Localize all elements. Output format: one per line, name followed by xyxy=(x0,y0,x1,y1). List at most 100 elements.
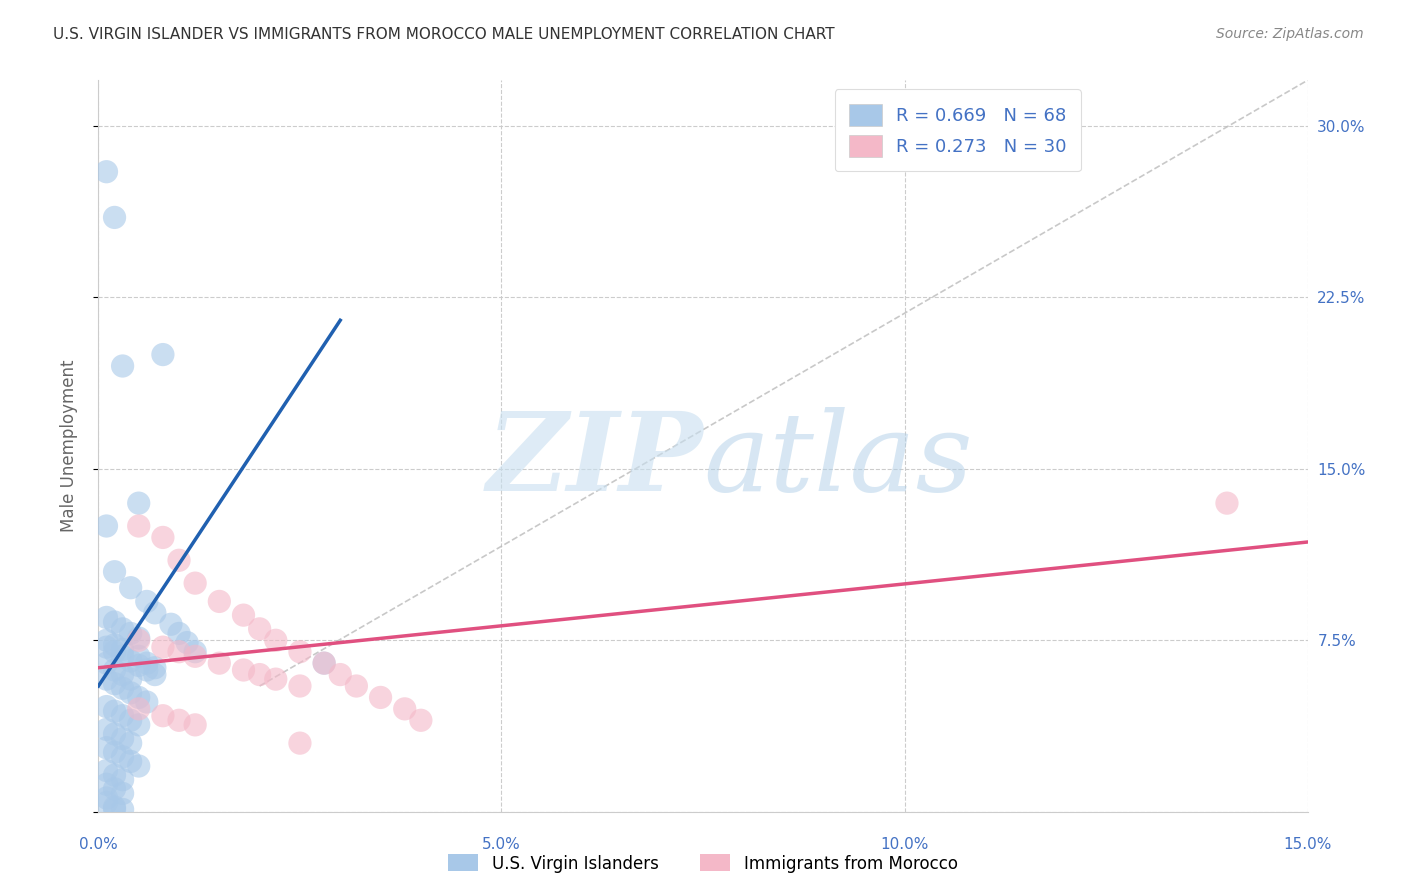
Point xyxy=(128,658,150,673)
Point xyxy=(329,667,352,681)
Point xyxy=(103,781,125,796)
Point xyxy=(96,164,118,178)
Point xyxy=(120,686,142,700)
Point xyxy=(111,708,134,723)
Point xyxy=(160,617,183,632)
Point xyxy=(128,649,150,664)
Point xyxy=(249,622,271,636)
Legend: U.S. Virgin Islanders, Immigrants from Morocco: U.S. Virgin Islanders, Immigrants from M… xyxy=(441,847,965,880)
Point xyxy=(184,576,207,591)
Point xyxy=(96,796,118,810)
Point xyxy=(143,661,166,675)
Point xyxy=(103,663,125,677)
Point xyxy=(184,649,207,664)
Point xyxy=(264,633,287,648)
Point xyxy=(184,645,207,659)
Point xyxy=(288,736,311,750)
Point xyxy=(167,626,190,640)
Point xyxy=(135,663,157,677)
Point xyxy=(103,768,125,782)
Point xyxy=(111,359,134,373)
Legend: R = 0.669   N = 68, R = 0.273   N = 30: R = 0.669 N = 68, R = 0.273 N = 30 xyxy=(835,89,1081,171)
Point xyxy=(111,802,134,816)
Point xyxy=(96,723,118,737)
Point xyxy=(167,553,190,567)
Point xyxy=(167,714,190,728)
Point xyxy=(128,759,150,773)
Point xyxy=(314,656,336,670)
Point xyxy=(103,638,125,652)
Point xyxy=(128,496,150,510)
Point xyxy=(96,519,118,533)
Point xyxy=(103,211,125,225)
Point xyxy=(128,690,150,705)
Text: 5.0%: 5.0% xyxy=(482,837,520,852)
Point xyxy=(152,708,174,723)
Point xyxy=(208,656,231,670)
Point xyxy=(370,690,392,705)
Point xyxy=(96,699,118,714)
Point xyxy=(103,745,125,759)
Point xyxy=(184,718,207,732)
Point xyxy=(152,347,174,362)
Point xyxy=(103,645,125,659)
Point xyxy=(96,740,118,755)
Text: atlas: atlas xyxy=(703,407,973,515)
Point xyxy=(96,672,118,686)
Point xyxy=(120,755,142,769)
Point xyxy=(111,787,134,801)
Point xyxy=(128,519,150,533)
Point xyxy=(128,631,150,645)
Point xyxy=(111,772,134,787)
Text: 0.0%: 0.0% xyxy=(79,837,118,852)
Point xyxy=(249,667,271,681)
Point xyxy=(135,695,157,709)
Point xyxy=(103,565,125,579)
Point xyxy=(143,667,166,681)
Point xyxy=(208,594,231,608)
Text: U.S. VIRGIN ISLANDER VS IMMIGRANTS FROM MOROCCO MALE UNEMPLOYMENT CORRELATION CH: U.S. VIRGIN ISLANDER VS IMMIGRANTS FROM … xyxy=(53,27,835,42)
Text: 10.0%: 10.0% xyxy=(880,837,929,852)
Text: 15.0%: 15.0% xyxy=(1284,837,1331,852)
Point xyxy=(1216,496,1239,510)
Point xyxy=(111,649,134,664)
Point xyxy=(96,791,118,805)
Point xyxy=(128,633,150,648)
Point xyxy=(103,676,125,690)
Point xyxy=(135,656,157,670)
Point xyxy=(120,736,142,750)
Point xyxy=(128,718,150,732)
Point xyxy=(314,656,336,670)
Point xyxy=(288,679,311,693)
Point xyxy=(96,633,118,648)
Point xyxy=(103,704,125,718)
Point xyxy=(264,672,287,686)
Point xyxy=(120,714,142,728)
Point xyxy=(111,749,134,764)
Point xyxy=(96,656,118,670)
Point xyxy=(344,679,367,693)
Point xyxy=(96,764,118,778)
Point xyxy=(103,615,125,629)
Y-axis label: Male Unemployment: Male Unemployment xyxy=(59,359,77,533)
Point xyxy=(152,640,174,655)
Point xyxy=(135,594,157,608)
Point xyxy=(111,681,134,696)
Point xyxy=(143,606,166,620)
Point xyxy=(128,702,150,716)
Point xyxy=(232,608,254,623)
Point xyxy=(111,731,134,746)
Point xyxy=(167,645,190,659)
Text: ZIP: ZIP xyxy=(486,407,703,515)
Point xyxy=(103,802,125,816)
Point xyxy=(232,663,254,677)
Point xyxy=(96,610,118,624)
Point xyxy=(111,667,134,681)
Point xyxy=(96,777,118,791)
Point xyxy=(288,645,311,659)
Point xyxy=(120,672,142,686)
Point xyxy=(120,581,142,595)
Point xyxy=(103,800,125,814)
Point xyxy=(120,626,142,640)
Text: Source: ZipAtlas.com: Source: ZipAtlas.com xyxy=(1216,27,1364,41)
